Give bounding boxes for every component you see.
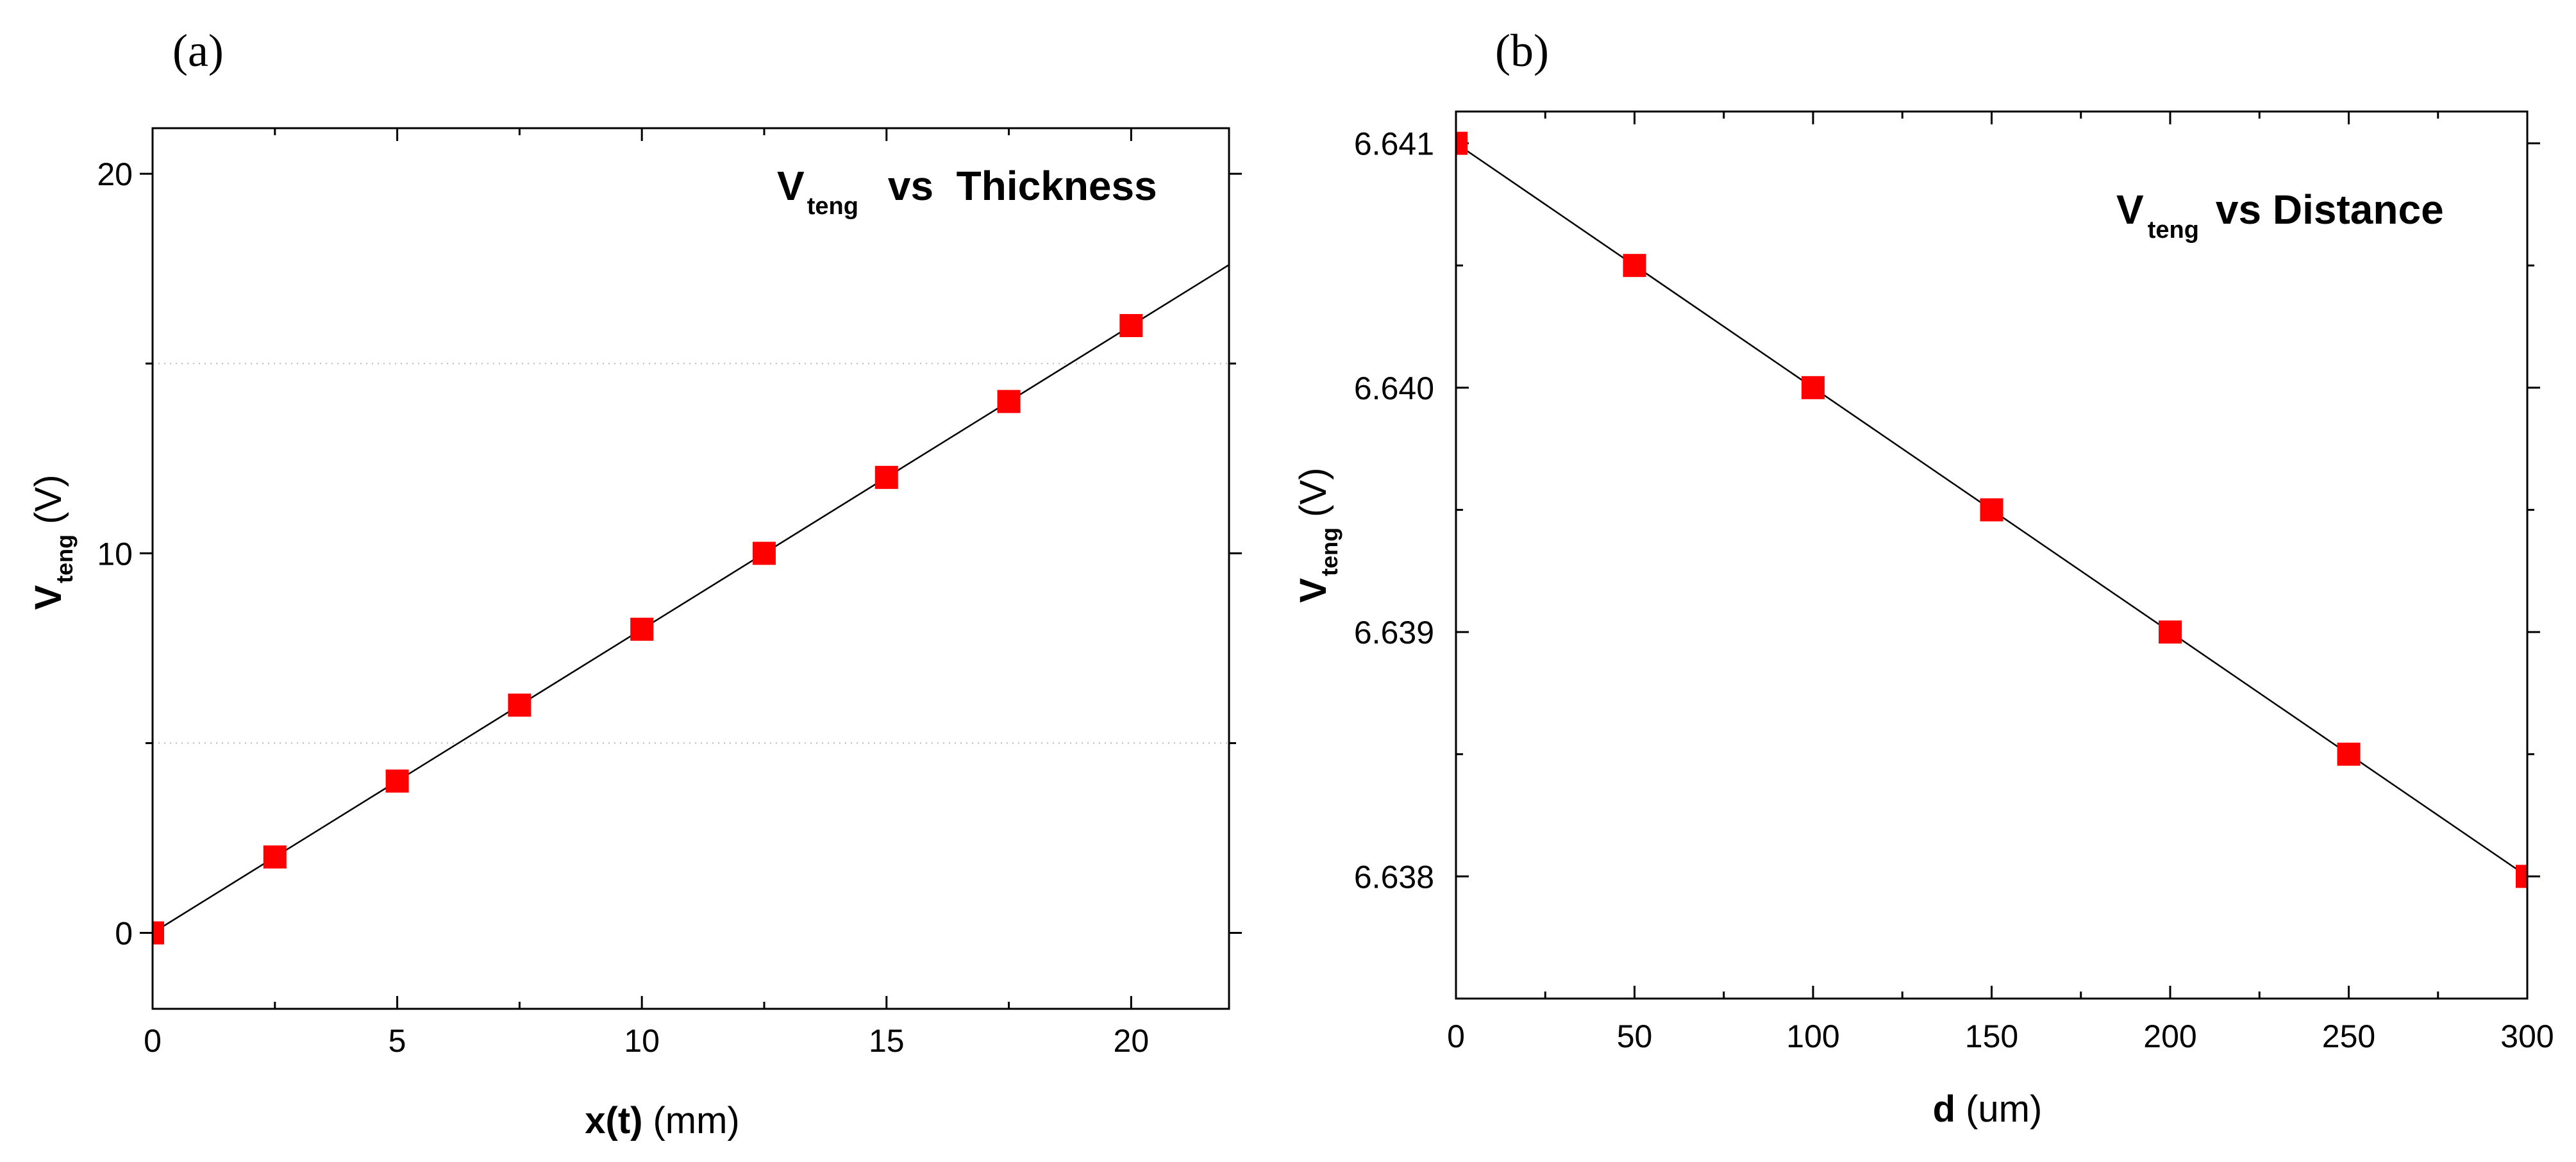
y-tick-label: 10 — [97, 536, 133, 572]
x-axis-label: x(t) (mm) — [585, 1100, 739, 1141]
x-tick-label: 200 — [2143, 1018, 2196, 1054]
x-tick-label: 15 — [869, 1023, 905, 1059]
x-tick-label: 100 — [1786, 1018, 1839, 1054]
y-axis-label: Vteng (V) — [1292, 467, 1342, 602]
y-axis-label-subscript: teng — [51, 535, 78, 583]
title-subscript: teng — [807, 193, 858, 220]
title-symbol: V — [2116, 187, 2144, 233]
y-axis-label-symbol: V — [28, 585, 69, 610]
y-axis-label: Vteng (V) — [28, 474, 78, 610]
y-tick-label: 6.638 — [1354, 859, 1434, 895]
data-point — [1980, 498, 2003, 522]
title-symbol: V — [777, 163, 805, 209]
plot-frame — [1455, 110, 2529, 1000]
data-point — [752, 542, 776, 565]
data-point — [263, 845, 287, 869]
x-axis-label-unit: (um) — [1966, 1088, 2042, 1130]
data-point — [2337, 742, 2361, 766]
x-tick-label: 150 — [1965, 1018, 2018, 1054]
x-tick-label: 50 — [1617, 1018, 1653, 1054]
title-text: vs Thickness — [888, 163, 1157, 209]
panel-label: (b) — [1495, 25, 1549, 76]
y-axis-label-symbol: V — [1292, 578, 1334, 603]
data-point — [2159, 620, 2182, 644]
data-point — [997, 390, 1021, 413]
chart-b: 0 50 100 150 200 250 300 6.638 6.639 6.640 6.641 (… — [1292, 25, 2554, 1130]
x-tick-label: 0 — [144, 1023, 162, 1059]
data-point — [630, 617, 654, 641]
plot-frame — [151, 127, 1230, 1010]
data-point — [2516, 865, 2527, 888]
x-tick-label: 0 — [1447, 1018, 1465, 1054]
x-tick-label: 5 — [389, 1023, 406, 1059]
y-tick-label: 6.641 — [1354, 126, 1434, 162]
x-axis-label-symbol: x(t) — [585, 1100, 642, 1141]
y-axis-label-unit: (V) — [28, 474, 69, 524]
y-tick-label: 6.640 — [1354, 370, 1434, 406]
data-point — [1623, 254, 1646, 278]
data-point — [1802, 376, 1825, 399]
x-tick-label: 250 — [2322, 1018, 2375, 1054]
x-tick-label: 20 — [1114, 1023, 1150, 1059]
title-text: vs Distance — [2216, 187, 2444, 233]
fit-line — [153, 264, 1229, 934]
x-axis-label-unit: (mm) — [653, 1100, 739, 1141]
x-axis-label: d (um) — [1933, 1088, 2043, 1130]
data-point — [1456, 131, 1468, 155]
data-point — [508, 693, 531, 717]
data-point — [385, 769, 409, 793]
x-tick-label: 10 — [624, 1023, 660, 1059]
plot-area-b: 0 50 100 150 200 250 300 6.638 6.639 6.640 6.641 — [1354, 110, 2554, 1054]
data-point — [153, 921, 164, 945]
x-tick-label: 300 — [2500, 1018, 2554, 1054]
y-tick-label: 20 — [97, 156, 133, 192]
panel-label: (a) — [172, 25, 224, 76]
title-subscript: teng — [2148, 217, 2199, 244]
y-axis-label-unit: (V) — [1292, 467, 1334, 517]
plot-area-a: 0 5 10 15 20 0 10 20 — [97, 127, 1242, 1059]
data-point — [1119, 313, 1143, 337]
y-axis-label-subscript: teng — [1316, 527, 1342, 576]
data-point — [874, 465, 898, 489]
y-tick-label: 6.639 — [1354, 615, 1434, 651]
x-axis-label-symbol: d — [1933, 1088, 1955, 1130]
y-tick-label: 0 — [115, 916, 133, 952]
